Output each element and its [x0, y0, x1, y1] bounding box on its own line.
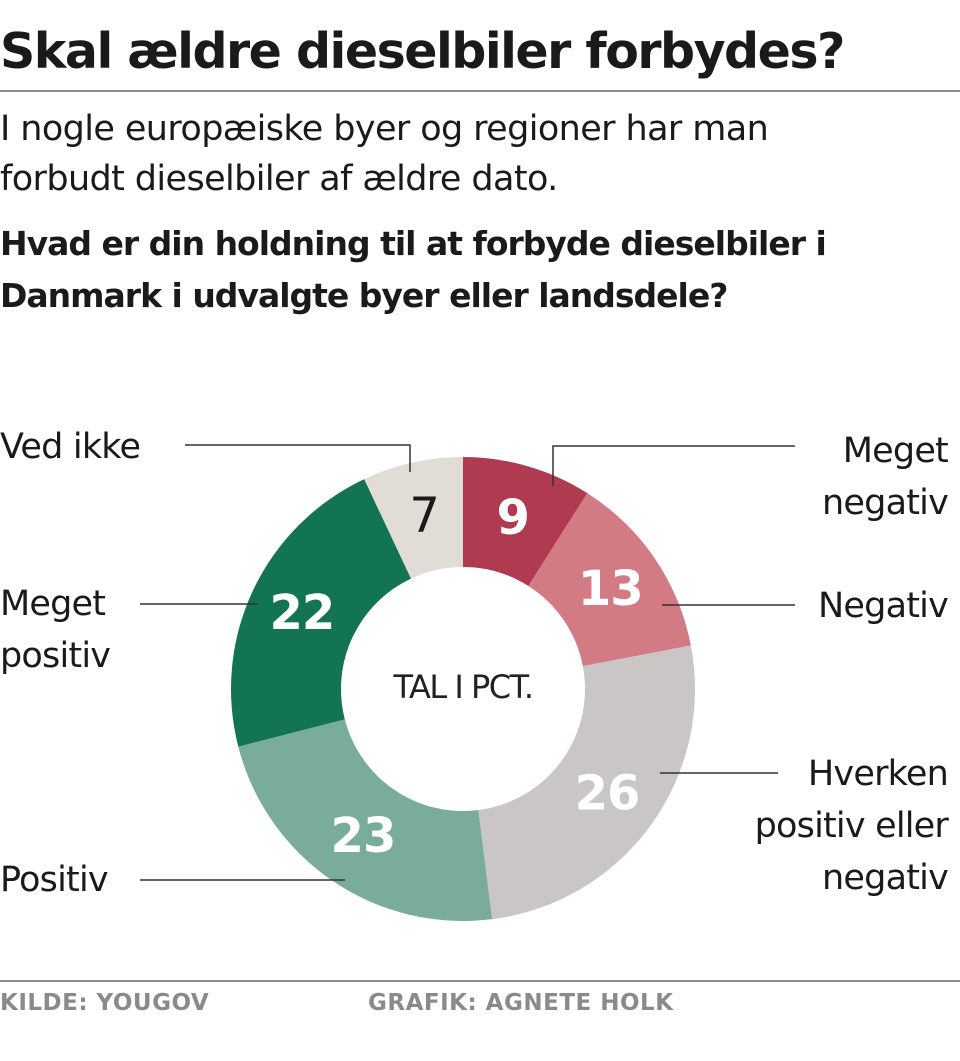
- label-positiv-line-1: Positiv: [0, 860, 109, 900]
- label-positiv: Positiv: [0, 854, 109, 906]
- footer-divider: [0, 980, 960, 982]
- label-meget-positiv-line-2: positiv: [0, 636, 111, 676]
- slice-value-5: 7: [409, 487, 439, 543]
- label-hverken-line-3: negativ: [822, 858, 949, 898]
- label-negativ-line-1: Negativ: [818, 586, 949, 626]
- question-line-2: Danmark i udvalgte byer eller landsdele?: [0, 276, 728, 315]
- question-line-1: Hvad er din holdning til at forbyde dies…: [0, 224, 827, 263]
- title-divider: [0, 90, 960, 92]
- center-label: TAL I PCT.: [392, 668, 532, 706]
- leader-lines: [140, 444, 795, 881]
- donut-slice-5: [364, 457, 463, 579]
- leader-line-ved-ikke: [185, 444, 411, 472]
- slice-value-2: 26: [575, 766, 640, 822]
- survey-question: Hvad er din holdning til at forbyde dies…: [0, 218, 960, 322]
- slice-values: 9 13 26 23 22 7: [270, 487, 644, 864]
- label-meget-positiv: Meget positiv: [0, 578, 111, 682]
- donut-slice-0: [463, 457, 588, 586]
- chart-subtitle: I nogle europæiske byer og regioner har …: [0, 104, 960, 204]
- label-meget-negativ: Meget negativ: [822, 425, 949, 529]
- donut-slice-3: [238, 719, 493, 921]
- graphic-credit: GRAFIK: AGNETE HOLK: [368, 990, 674, 1016]
- label-meget-positiv-line-1: Meget: [0, 584, 106, 624]
- label-hverken-line-2: positiv eller: [754, 806, 949, 846]
- label-hverken-line-1: Hverken: [807, 754, 949, 794]
- label-ved-ikke-line-1: Ved ikke: [0, 427, 141, 467]
- slice-value-1: 13: [578, 561, 643, 617]
- slice-value-0: 9: [496, 490, 528, 546]
- slice-value-4: 22: [270, 585, 335, 641]
- label-ved-ikke: Ved ikke: [0, 421, 141, 473]
- donut-slice-4: [230, 479, 412, 747]
- chart-title: Skal ældre dieselbiler forbydes?: [0, 23, 845, 80]
- subtitle-line-1: I nogle europæiske byer og regioner har …: [0, 109, 769, 149]
- slice-value-3: 23: [331, 808, 396, 864]
- subtitle-line-2: forbudt dieselbiler af ældre dato.: [0, 159, 558, 199]
- label-meget-negativ-line-2: negativ: [822, 483, 949, 523]
- source-credit: KILDE: YOUGOV: [0, 990, 210, 1016]
- leader-line-meget-negativ: [552, 445, 795, 486]
- label-hverken: Hverken positiv eller negativ: [754, 748, 949, 904]
- label-negativ: Negativ: [818, 580, 949, 632]
- label-meget-negativ-line-1: Meget: [842, 431, 949, 471]
- donut-slice-1: [528, 493, 691, 667]
- donut-slices: [230, 457, 695, 921]
- donut-slice-2: [478, 645, 695, 920]
